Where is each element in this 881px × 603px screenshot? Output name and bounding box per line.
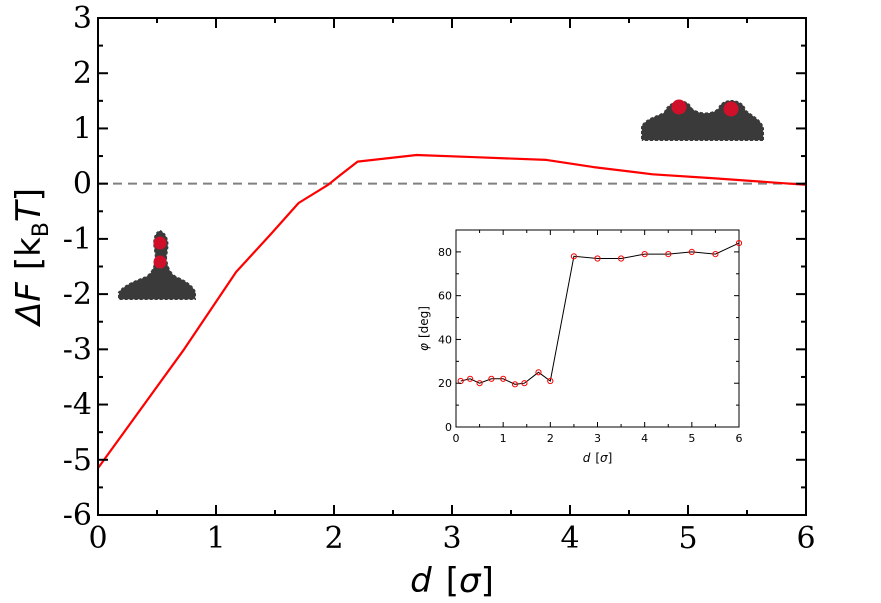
inset-x-tick-label: 5 xyxy=(688,432,695,445)
x-tick-label: 2 xyxy=(324,521,343,556)
x-axis-label-close: ] xyxy=(481,561,494,601)
inset-y-axis-label: φ [deg] xyxy=(417,306,431,351)
y-tick-label: 3 xyxy=(73,1,92,36)
angle-data-point xyxy=(665,251,672,258)
free-energy-series-line xyxy=(97,153,807,469)
inset-x-axis-label-var: d xyxy=(583,451,591,465)
y-axis-label-open: [ xyxy=(9,257,49,270)
angle-series-line xyxy=(460,242,740,385)
angle-data-point xyxy=(712,251,719,258)
x-axis-label-unit: σ xyxy=(459,561,482,601)
x-tick-label: 0 xyxy=(88,521,107,556)
y-tick-label: -2 xyxy=(63,277,92,312)
inset-x-tick-label: 0 xyxy=(453,432,460,445)
y-axis-label-k: k xyxy=(9,237,49,257)
inset-x-tick-label: 6 xyxy=(736,432,743,445)
inset-y-tick-label: 60 xyxy=(438,290,452,303)
y-axis-label-t: T xyxy=(9,199,49,222)
inset-y-tick-label: 40 xyxy=(438,333,452,346)
angle-data-point xyxy=(618,255,625,262)
y-tick-label: -6 xyxy=(63,498,92,533)
angle-data-point xyxy=(511,381,519,388)
y-tick-label: -1 xyxy=(63,222,92,257)
x-tick-label: 5 xyxy=(678,521,697,556)
angle-data-point xyxy=(547,377,554,385)
y-axis-label-sub: B xyxy=(29,222,54,237)
inset-x-axis-label-open: [ xyxy=(595,451,600,465)
angle-data-point xyxy=(688,248,695,255)
y-tick-label: -4 xyxy=(63,388,92,423)
inset-y-axis-label-var: φ xyxy=(417,343,431,351)
snapshot-flat-image xyxy=(640,99,765,142)
angle-data-point xyxy=(476,380,483,387)
inset-x-tick-label: 4 xyxy=(641,432,648,445)
y-axis-label-close: ] xyxy=(9,188,49,201)
inset-x-tick-label: 3 xyxy=(594,432,601,445)
angle-data-point xyxy=(535,369,542,376)
inset-x-tick-label: 2 xyxy=(547,432,554,445)
x-tick-label: 1 xyxy=(206,521,225,556)
inset-y-tick-label: 0 xyxy=(445,421,452,434)
inset-y-axis-label-unit: [deg] xyxy=(417,306,431,338)
x-tick-label: 3 xyxy=(442,521,461,556)
angle-data-point xyxy=(467,375,474,382)
angle-data-point xyxy=(521,380,528,387)
inset-plot-frame xyxy=(455,229,740,428)
inset-y-tick-label: 20 xyxy=(438,377,452,390)
y-tick-label: 0 xyxy=(73,167,92,202)
inset-x-axis-label-unit: σ xyxy=(600,451,608,465)
x-tick-label: 4 xyxy=(560,521,579,556)
inset-x-axis-label-close: ] xyxy=(608,451,613,465)
inset-y-tick-label: 80 xyxy=(438,246,452,259)
angle-data-point xyxy=(500,375,507,382)
y-tick-label: 2 xyxy=(73,56,92,91)
angle-data-point xyxy=(594,255,601,262)
y-axis-label: ΔF [kBT] xyxy=(9,188,54,328)
angle-data-point xyxy=(488,375,495,382)
inset-x-tick-label: 1 xyxy=(500,432,507,445)
y-axis-label-var: ΔF xyxy=(9,282,49,328)
angle-data-point xyxy=(641,251,648,258)
y-tick-label: -5 xyxy=(63,443,92,478)
y-tick-label: -3 xyxy=(63,332,92,367)
inset-x-axis-label: d [σ] xyxy=(583,451,613,465)
x-axis-label-open: [ xyxy=(446,561,459,601)
x-axis-label-var: d xyxy=(410,561,432,601)
snapshot-bulge-image xyxy=(117,229,197,301)
x-axis-label: d [σ] xyxy=(410,561,494,601)
angle-data-point xyxy=(735,240,743,247)
angle-data-point xyxy=(570,253,578,260)
y-tick-label: 1 xyxy=(73,111,92,146)
x-tick-label: 6 xyxy=(796,521,815,556)
